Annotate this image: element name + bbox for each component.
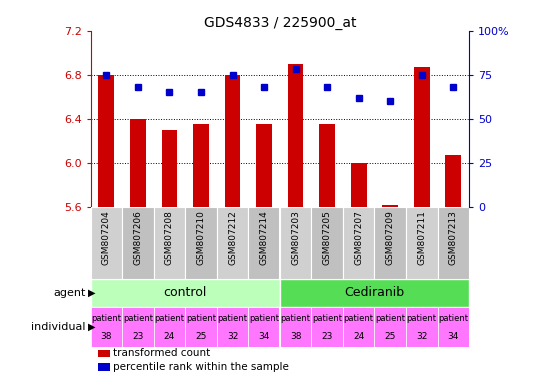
Bar: [406, 307, 438, 347]
Bar: [311, 307, 343, 347]
Text: GSM807214: GSM807214: [260, 210, 269, 265]
Text: patient: patient: [407, 314, 437, 323]
Bar: [343, 207, 374, 278]
Text: GSM807204: GSM807204: [102, 210, 111, 265]
Text: GSM807210: GSM807210: [197, 210, 206, 265]
Bar: [438, 207, 469, 278]
Text: GSM807208: GSM807208: [165, 210, 174, 265]
Bar: [91, 307, 122, 347]
Text: 24: 24: [164, 333, 175, 341]
Bar: [311, 207, 343, 278]
Text: patient: patient: [344, 314, 374, 323]
Bar: [154, 307, 185, 347]
Text: patient: patient: [280, 314, 311, 323]
Bar: [193, 124, 209, 207]
Bar: [280, 278, 469, 307]
Text: patient: patient: [375, 314, 405, 323]
Bar: [217, 307, 248, 347]
Bar: [98, 349, 110, 358]
Text: transformed count: transformed count: [114, 348, 211, 359]
Text: patient: patient: [312, 314, 342, 323]
Text: 25: 25: [195, 333, 207, 341]
Bar: [224, 75, 240, 207]
Bar: [185, 307, 217, 347]
Text: 34: 34: [448, 333, 459, 341]
Bar: [185, 207, 217, 278]
Text: 32: 32: [227, 333, 238, 341]
Text: GSM807207: GSM807207: [354, 210, 363, 265]
Text: patient: patient: [186, 314, 216, 323]
Text: patient: patient: [217, 314, 247, 323]
Text: ▶: ▶: [88, 288, 95, 298]
Bar: [122, 207, 154, 278]
Text: GSM807205: GSM807205: [322, 210, 332, 265]
Text: 24: 24: [353, 333, 364, 341]
Title: GDS4833 / 225900_at: GDS4833 / 225900_at: [204, 16, 356, 30]
Bar: [91, 278, 280, 307]
Bar: [288, 64, 303, 207]
Bar: [154, 207, 185, 278]
Bar: [98, 363, 110, 371]
Bar: [256, 124, 272, 207]
Bar: [248, 307, 280, 347]
Text: agent: agent: [53, 288, 85, 298]
Bar: [91, 207, 122, 278]
Text: patient: patient: [438, 314, 469, 323]
Bar: [374, 207, 406, 278]
Text: GSM807213: GSM807213: [449, 210, 458, 265]
Bar: [414, 67, 430, 207]
Bar: [122, 307, 154, 347]
Bar: [406, 207, 438, 278]
Text: GSM807211: GSM807211: [417, 210, 426, 265]
Bar: [248, 207, 280, 278]
Text: GSM807209: GSM807209: [386, 210, 395, 265]
Bar: [382, 205, 398, 207]
Text: 38: 38: [101, 333, 112, 341]
Text: GSM807212: GSM807212: [228, 210, 237, 265]
Bar: [280, 207, 311, 278]
Bar: [280, 307, 311, 347]
Text: patient: patient: [91, 314, 122, 323]
Bar: [217, 207, 248, 278]
Text: patient: patient: [155, 314, 184, 323]
Bar: [343, 307, 374, 347]
Bar: [161, 130, 177, 207]
Text: 25: 25: [384, 333, 396, 341]
Text: Cediranib: Cediranib: [344, 286, 405, 300]
Bar: [319, 124, 335, 207]
Text: patient: patient: [123, 314, 153, 323]
Text: GSM807206: GSM807206: [133, 210, 142, 265]
Text: control: control: [164, 286, 207, 300]
Text: 32: 32: [416, 333, 427, 341]
Bar: [130, 119, 146, 207]
Text: individual: individual: [31, 322, 85, 332]
Text: ▶: ▶: [88, 322, 95, 332]
Text: 23: 23: [321, 333, 333, 341]
Text: 23: 23: [132, 333, 143, 341]
Bar: [99, 75, 114, 207]
Text: 34: 34: [259, 333, 270, 341]
Bar: [351, 163, 367, 207]
Text: GSM807203: GSM807203: [291, 210, 300, 265]
Bar: [374, 307, 406, 347]
Text: patient: patient: [249, 314, 279, 323]
Text: percentile rank within the sample: percentile rank within the sample: [114, 362, 289, 372]
Bar: [438, 307, 469, 347]
Bar: [446, 155, 461, 207]
Text: 38: 38: [290, 333, 301, 341]
